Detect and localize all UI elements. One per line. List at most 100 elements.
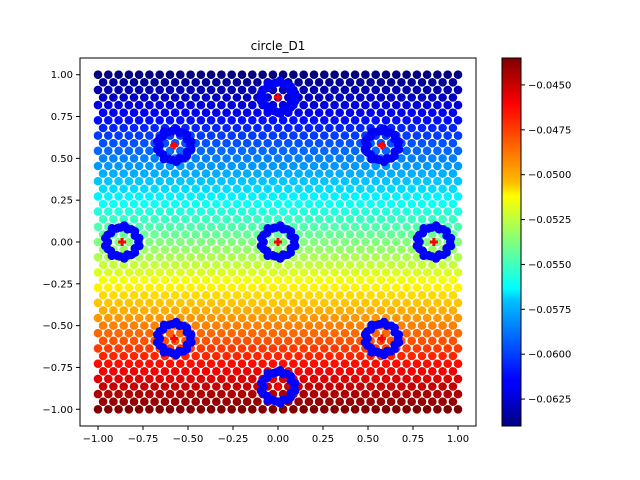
field-point <box>289 405 298 414</box>
field-point <box>448 108 458 117</box>
field-point <box>155 161 164 171</box>
field-point <box>129 367 139 376</box>
field-point <box>376 184 386 194</box>
field-point <box>299 252 309 262</box>
field-point <box>304 321 314 330</box>
field-point <box>402 298 411 308</box>
field-point <box>278 237 288 247</box>
field-point <box>165 70 175 79</box>
field-point <box>376 245 386 254</box>
field-point <box>320 283 329 292</box>
field-point <box>140 367 149 376</box>
field-point <box>134 359 144 369</box>
field-point <box>428 93 437 102</box>
field-point <box>206 313 216 323</box>
field-point <box>448 154 458 163</box>
field-point <box>350 252 360 262</box>
field-point <box>438 169 447 178</box>
field-point <box>227 100 236 110</box>
field-point <box>150 199 159 209</box>
field-point <box>294 78 303 87</box>
field-point <box>196 176 206 186</box>
field-point <box>289 359 298 369</box>
field-point <box>232 306 242 315</box>
field-point <box>176 70 185 79</box>
field-point <box>124 237 134 247</box>
field-point <box>170 367 180 376</box>
field-point <box>258 313 267 323</box>
field-point <box>206 389 216 399</box>
field-point <box>119 367 128 376</box>
field-point <box>443 192 453 201</box>
field-point <box>443 283 453 292</box>
field-point <box>402 374 411 384</box>
field-point <box>304 154 314 163</box>
field-point <box>124 192 134 201</box>
field-point <box>356 154 365 163</box>
field-point <box>186 374 195 384</box>
colorbar-tick-label: −0.0450 <box>528 80 571 91</box>
field-point <box>314 184 324 194</box>
field-point <box>140 199 149 209</box>
field-point <box>428 154 437 163</box>
field-point <box>268 313 278 323</box>
field-point <box>438 214 447 224</box>
field-point <box>381 252 391 262</box>
field-point <box>386 199 396 209</box>
field-point <box>340 405 350 414</box>
field-point <box>448 184 458 194</box>
field-point <box>320 131 329 140</box>
field-point <box>124 207 134 216</box>
field-point <box>124 283 134 292</box>
field-point <box>335 214 345 224</box>
field-point <box>299 283 309 292</box>
field-point <box>268 283 278 292</box>
field-point <box>134 131 144 140</box>
center-marker <box>274 238 282 246</box>
field-point <box>340 359 350 369</box>
field-point <box>119 169 128 178</box>
field-point <box>119 275 128 285</box>
field-point <box>345 108 355 117</box>
center-marker-v <box>432 238 436 246</box>
field-point <box>124 146 134 156</box>
field-point <box>93 298 103 308</box>
field-point <box>428 336 437 346</box>
field-point <box>150 290 159 300</box>
field-point <box>273 123 283 133</box>
field-point <box>206 328 216 338</box>
field-point <box>392 268 401 277</box>
field-point <box>304 214 314 224</box>
field-point <box>176 116 185 125</box>
field-point <box>140 214 149 224</box>
field-point <box>140 123 149 133</box>
field-point <box>237 359 247 369</box>
field-point <box>253 214 262 224</box>
field-point <box>217 237 226 247</box>
field-point <box>176 237 185 247</box>
field-point <box>448 93 458 102</box>
field-point <box>381 283 391 292</box>
field-point <box>155 176 164 186</box>
field-point <box>114 389 123 399</box>
field-point <box>350 131 360 140</box>
field-point <box>397 367 406 376</box>
field-point <box>376 230 386 239</box>
field-point <box>248 405 257 414</box>
field-point <box>114 298 123 308</box>
field-point <box>93 176 103 186</box>
field-point <box>191 169 200 178</box>
field-point <box>263 154 273 163</box>
field-point <box>201 351 211 361</box>
field-point <box>248 176 257 186</box>
field-point <box>397 306 406 315</box>
field-point <box>320 328 329 338</box>
field-point <box>222 214 231 224</box>
field-point <box>361 176 370 186</box>
field-point <box>309 176 319 186</box>
field-point <box>428 290 437 300</box>
field-point <box>212 397 221 407</box>
field-point <box>104 298 113 308</box>
x-tick-label: −0.25 <box>218 434 249 445</box>
field-point <box>412 70 422 79</box>
